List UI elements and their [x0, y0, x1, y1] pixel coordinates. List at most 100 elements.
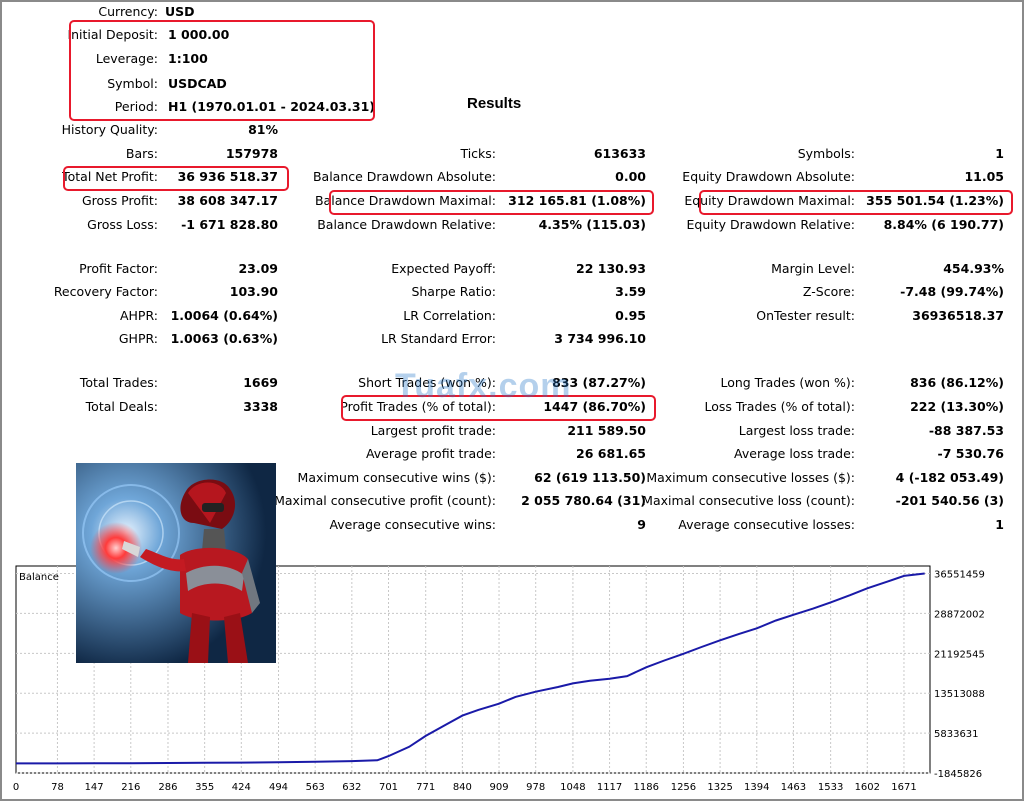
total-net-profit-label: Total Net Profit: — [62, 169, 158, 184]
gross-profit-label: Gross Profit: — [81, 193, 158, 208]
chart-x-tick-label: 1048 — [560, 782, 585, 793]
symbol-label: Symbol: — [107, 76, 158, 91]
initial-deposit-value: 1 000.00 — [168, 27, 230, 42]
balance-dd-rel-label: Balance Drawdown Relative: — [317, 217, 496, 232]
lr-std-error-label: LR Standard Error: — [381, 331, 496, 346]
ontester-value: 36936518.37 — [912, 308, 1004, 323]
profit-trades-value: 1447 (86.70%) — [543, 399, 646, 414]
maximal-consec-profit-label: Maximal consecutive profit (count): — [274, 493, 496, 508]
sharpe-ratio-value: 3.59 — [615, 284, 646, 299]
avg-consec-wins-label: Average consecutive wins: — [329, 517, 496, 532]
chart-y-tick-label: 13513088 — [934, 689, 985, 700]
recovery-factor-value: 103.90 — [229, 284, 278, 299]
maximal-consec-loss-value: -201 540.56 (3) — [895, 493, 1004, 508]
ghpr-label: GHPR: — [118, 331, 158, 346]
chart-y-tick-label: 28872002 — [934, 609, 985, 620]
chart-x-tick-label: 1325 — [707, 782, 732, 793]
chart-y-tick-label: 36551459 — [934, 570, 985, 581]
chart-x-tick-label: 840 — [453, 782, 472, 793]
balance-dd-max-label: Balance Drawdown Maximal: — [314, 193, 496, 208]
chart-x-tick-label: 286 — [158, 782, 177, 793]
chart-x-tick-label: 771 — [416, 782, 435, 793]
profit-factor-value: 23.09 — [238, 261, 278, 276]
total-deals-label: Total Deals: — [85, 399, 158, 414]
chart-x-tick-label: 78 — [51, 782, 64, 793]
chart-x-tick-label: 1533 — [818, 782, 843, 793]
margin-level-value: 454.93% — [943, 261, 1004, 276]
max-consec-losses-label: Maximum consecutive losses ($): — [646, 470, 855, 485]
watermark-logo: Tuafx.com — [395, 367, 572, 405]
chart-x-tick-label: 1256 — [671, 782, 696, 793]
total-trades-label: Total Trades: — [79, 375, 158, 390]
leverage-value: 1:100 — [168, 51, 208, 66]
chart-x-tick-label: 632 — [342, 782, 361, 793]
avg-consec-losses-label: Average consecutive losses: — [678, 517, 855, 532]
profit-trades-label: Profit Trades (% of total): — [340, 399, 496, 414]
short-trades-value: 833 (87.27%) — [552, 375, 646, 390]
chart-y-ticks: 36551459 28872002 21192545 13513088 5833631 -… — [934, 570, 985, 780]
chart-x-tick-label: 1117 — [597, 782, 622, 793]
sharpe-ratio-label: Sharpe Ratio: — [411, 284, 496, 299]
chart-y-tick-label: 21192545 — [934, 649, 985, 660]
equity-dd-abs-value: 11.05 — [964, 169, 1004, 184]
equity-dd-abs-label: Equity Drawdown Absolute: — [682, 169, 855, 184]
largest-loss-value: -88 387.53 — [928, 423, 1004, 438]
period-value: H1 (1970.01.01 - 2024.03.31) — [168, 99, 375, 114]
chart-x-tick-label: 909 — [489, 782, 508, 793]
chart-y-tick-label: 5833631 — [934, 729, 979, 740]
gross-profit-value: 38 608 347.17 — [177, 193, 278, 208]
long-trades-label: Long Trades (won %): — [720, 375, 855, 390]
currency-label: Currency: — [98, 4, 158, 19]
chart-y-tick-label: -1845826 — [934, 769, 982, 780]
short-trades-label: Short Trades (won %): — [358, 375, 496, 390]
largest-profit-label: Largest profit trade: — [370, 423, 496, 438]
robot-illustration — [76, 463, 276, 663]
expected-payoff-value: 22 130.93 — [576, 261, 646, 276]
max-consec-wins-label: Maximum consecutive wins ($): — [297, 470, 496, 485]
ghpr-value: 1.0063 (0.63%) — [170, 331, 278, 346]
chart-x-tick-label: 1394 — [744, 782, 769, 793]
bars-label: Bars: — [125, 146, 158, 161]
long-trades-value: 836 (86.12%) — [910, 375, 1004, 390]
z-score-value: -7.48 (99.74%) — [900, 284, 1004, 299]
chart-x-tick-label: 355 — [195, 782, 214, 793]
bars-value: 157978 — [225, 146, 278, 161]
ahpr-value: 1.0064 (0.64%) — [170, 308, 278, 323]
ahpr-label: AHPR: — [119, 308, 158, 323]
equity-dd-max-value: 355 501.54 (1.23%) — [866, 193, 1004, 208]
chart-title: Balance — [19, 572, 59, 583]
avg-profit-value: 26 681.65 — [576, 446, 646, 461]
loss-trades-label: Loss Trades (% of total): — [704, 399, 855, 414]
avg-loss-value: -7 530.76 — [937, 446, 1004, 461]
chart-x-tick-label: 1186 — [634, 782, 659, 793]
avg-loss-label: Average loss trade: — [734, 446, 855, 461]
chart-x-tick-label: 563 — [306, 782, 325, 793]
period-label: Period: — [114, 99, 158, 114]
equity-dd-rel-value: 8.84% (6 190.77) — [883, 217, 1004, 232]
equity-dd-max-label: Equity Drawdown Maximal: — [684, 193, 855, 208]
ticks-value: 613633 — [593, 146, 646, 161]
largest-loss-label: Largest loss trade: — [738, 423, 855, 438]
chart-x-ticks: 0 78 147 216 286 355 424 494 563 632 701 771 840 909 9… — [13, 782, 917, 793]
lr-correlation-label: LR Correlation: — [403, 308, 496, 323]
chart-x-tick-label: 1463 — [781, 782, 806, 793]
total-trades-value: 1669 — [243, 375, 278, 390]
symbols-label: Symbols: — [797, 146, 855, 161]
largest-profit-value: 211 589.50 — [567, 423, 646, 438]
chart-x-tick-label: 1671 — [891, 782, 916, 793]
gross-loss-label: Gross Loss: — [87, 217, 158, 232]
total-net-profit-value: 36 936 518.37 — [177, 169, 278, 184]
chart-x-tick-label: 216 — [121, 782, 140, 793]
profit-factor-label: Profit Factor: — [79, 261, 158, 276]
ontester-label: OnTester result: — [756, 308, 855, 323]
history-quality-value: 81% — [248, 122, 278, 137]
currency-value: USD — [165, 4, 195, 19]
symbols-value: 1 — [995, 146, 1004, 161]
chart-x-tick-label: 494 — [269, 782, 288, 793]
gross-loss-value: -1 671 828.80 — [181, 217, 278, 232]
results-title: Results — [467, 95, 522, 112]
initial-deposit-label: Initial Deposit: — [67, 27, 158, 42]
recovery-factor-label: Recovery Factor: — [53, 284, 158, 299]
avg-profit-label: Average profit trade: — [365, 446, 496, 461]
